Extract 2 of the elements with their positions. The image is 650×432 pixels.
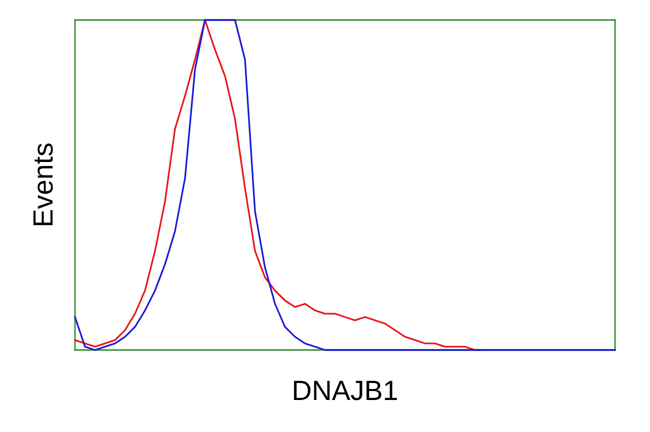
y-axis-title: Events (33, 144, 53, 226)
x-axis-title: DNAJB1 (294, 380, 397, 400)
